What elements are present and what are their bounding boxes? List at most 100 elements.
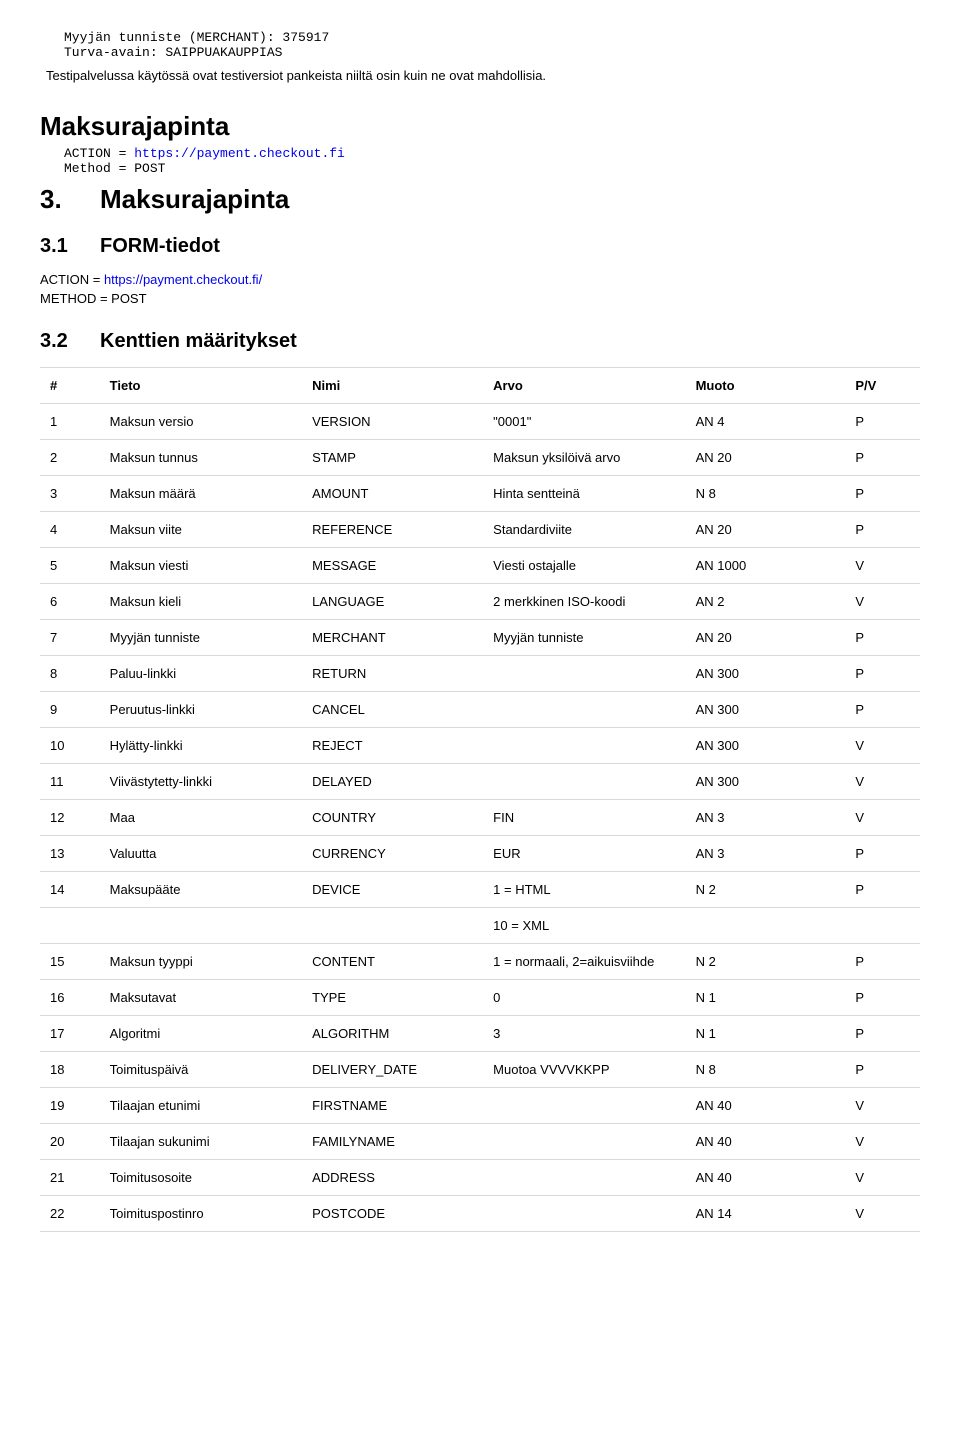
cell-arvo (483, 692, 685, 728)
cell-muoto: AN 1000 (686, 548, 846, 584)
cell-tieto: Maksun tunnus (100, 440, 302, 476)
table-row: 3Maksun määräAMOUNTHinta sentteinäN 8P (40, 476, 920, 512)
cell-tieto: Valuutta (100, 836, 302, 872)
cell-num: 10 (40, 728, 100, 764)
table-row: 9Peruutus-linkkiCANCELAN 300P (40, 692, 920, 728)
cell-arvo: 2 merkkinen ISO-koodi (483, 584, 685, 620)
section-3-num: 3. (40, 184, 100, 215)
cell-num: 11 (40, 764, 100, 800)
table-row: 8Paluu-linkkiRETURNAN 300P (40, 656, 920, 692)
cell-num: 13 (40, 836, 100, 872)
cell-pv: P (845, 872, 920, 908)
cell-num: 9 (40, 692, 100, 728)
cell-arvo (483, 1196, 685, 1232)
cell-num: 19 (40, 1088, 100, 1124)
cell-nimi: ADDRESS (302, 1160, 483, 1196)
form-action-url[interactable]: https://payment.checkout.fi/ (104, 272, 262, 287)
api-title: Maksurajapinta (40, 111, 920, 142)
cell-tieto: Peruutus-linkki (100, 692, 302, 728)
cell-arvo: 3 (483, 1016, 685, 1052)
merchant-line: Myyjän tunniste (MERCHANT): 375917 (64, 30, 920, 45)
cell-muoto: N 8 (686, 1052, 846, 1088)
table-row: 11Viivästytetty-linkkiDELAYEDAN 300V (40, 764, 920, 800)
cell-nimi: FIRSTNAME (302, 1088, 483, 1124)
cell-muoto: AN 3 (686, 836, 846, 872)
cell-num: 21 (40, 1160, 100, 1196)
cell-pv: P (845, 692, 920, 728)
cell-nimi: POSTCODE (302, 1196, 483, 1232)
cell-tieto: Maksun versio (100, 404, 302, 440)
section-3-title: Maksurajapinta (100, 184, 289, 214)
cell-muoto (686, 908, 846, 944)
cell-num: 12 (40, 800, 100, 836)
table-row: 10 = XML (40, 908, 920, 944)
cell-tieto: Maksun viesti (100, 548, 302, 584)
cell-pv: V (845, 1124, 920, 1160)
cell-muoto: N 1 (686, 1016, 846, 1052)
cell-pv: P (845, 656, 920, 692)
table-row: 16MaksutavatTYPE0N 1P (40, 980, 920, 1016)
cell-tieto: Toimituspäivä (100, 1052, 302, 1088)
cell-tieto: Maa (100, 800, 302, 836)
test-service-note: Testipalvelussa käytössä ovat testiversi… (46, 68, 920, 83)
cell-arvo: FIN (483, 800, 685, 836)
table-row: 1Maksun versioVERSION"0001"AN 4P (40, 404, 920, 440)
cell-nimi: REFERENCE (302, 512, 483, 548)
cell-tieto: Tilaajan etunimi (100, 1088, 302, 1124)
cell-muoto: AN 300 (686, 656, 846, 692)
cell-pv: V (845, 584, 920, 620)
table-row: 10Hylätty-linkkiREJECTAN 300V (40, 728, 920, 764)
table-row: 7Myyjän tunnisteMERCHANTMyyjän tunnisteA… (40, 620, 920, 656)
cell-arvo: Myyjän tunniste (483, 620, 685, 656)
action-url[interactable]: https://payment.checkout.fi (134, 146, 345, 161)
action-label: ACTION = (64, 146, 134, 161)
table-row: 5Maksun viestiMESSAGEViesti ostajalleAN … (40, 548, 920, 584)
cell-nimi: RETURN (302, 656, 483, 692)
cell-muoto: AN 40 (686, 1088, 846, 1124)
table-row: 19Tilaajan etunimiFIRSTNAME AN 40V (40, 1088, 920, 1124)
cell-tieto: Maksun määrä (100, 476, 302, 512)
cell-tieto: Algoritmi (100, 1016, 302, 1052)
cell-nimi: TYPE (302, 980, 483, 1016)
method-line: Method = POST (64, 161, 920, 176)
cell-tieto: Maksun tyyppi (100, 944, 302, 980)
cell-arvo: "0001" (483, 404, 685, 440)
cell-nimi: DELAYED (302, 764, 483, 800)
cell-tieto: Maksutavat (100, 980, 302, 1016)
cell-pv: P (845, 476, 920, 512)
table-row: 17AlgoritmiALGORITHM3N 1P (40, 1016, 920, 1052)
cell-pv: V (845, 764, 920, 800)
cell-pv: V (845, 1088, 920, 1124)
cell-tieto: Maksupääte (100, 872, 302, 908)
cell-muoto: AN 14 (686, 1196, 846, 1232)
table-row: 2Maksun tunnusSTAMPMaksun yksilöivä arvo… (40, 440, 920, 476)
cell-muoto: AN 20 (686, 620, 846, 656)
cell-pv: P (845, 1052, 920, 1088)
cell-num: 3 (40, 476, 100, 512)
cell-num: 18 (40, 1052, 100, 1088)
section-3-2-title: Kenttien määritykset (100, 330, 297, 352)
cell-muoto: N 2 (686, 944, 846, 980)
cell-num: 7 (40, 620, 100, 656)
cell-nimi: FAMILYNAME (302, 1124, 483, 1160)
cell-pv: V (845, 548, 920, 584)
cell-num: 22 (40, 1196, 100, 1232)
cell-tieto: Tilaajan sukunimi (100, 1124, 302, 1160)
table-header-row: # Tieto Nimi Arvo Muoto P/V (40, 368, 920, 404)
cell-pv: P (845, 836, 920, 872)
cell-muoto: AN 20 (686, 440, 846, 476)
cell-tieto (100, 908, 302, 944)
cell-num: 2 (40, 440, 100, 476)
table-row: 15Maksun tyyppiCONTENT1 = normaali, 2=ai… (40, 944, 920, 980)
cell-tieto: Toimitusosoite (100, 1160, 302, 1196)
form-action-label: ACTION = (40, 272, 104, 287)
table-row: 12MaaCOUNTRYFINAN 3V (40, 800, 920, 836)
cell-tieto: Maksun kieli (100, 584, 302, 620)
cell-muoto: AN 3 (686, 800, 846, 836)
cell-nimi: COUNTRY (302, 800, 483, 836)
cell-tieto: Myyjän tunniste (100, 620, 302, 656)
cell-num: 16 (40, 980, 100, 1016)
section-3-2-heading: 3.2Kenttien määritykset (40, 330, 920, 353)
col-arvo: Arvo (483, 368, 685, 404)
cell-pv: P (845, 944, 920, 980)
